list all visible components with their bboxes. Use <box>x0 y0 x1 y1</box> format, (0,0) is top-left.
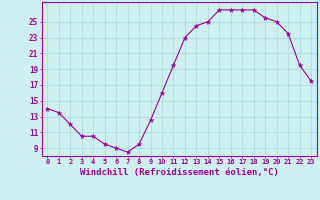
X-axis label: Windchill (Refroidissement éolien,°C): Windchill (Refroidissement éolien,°C) <box>80 168 279 177</box>
